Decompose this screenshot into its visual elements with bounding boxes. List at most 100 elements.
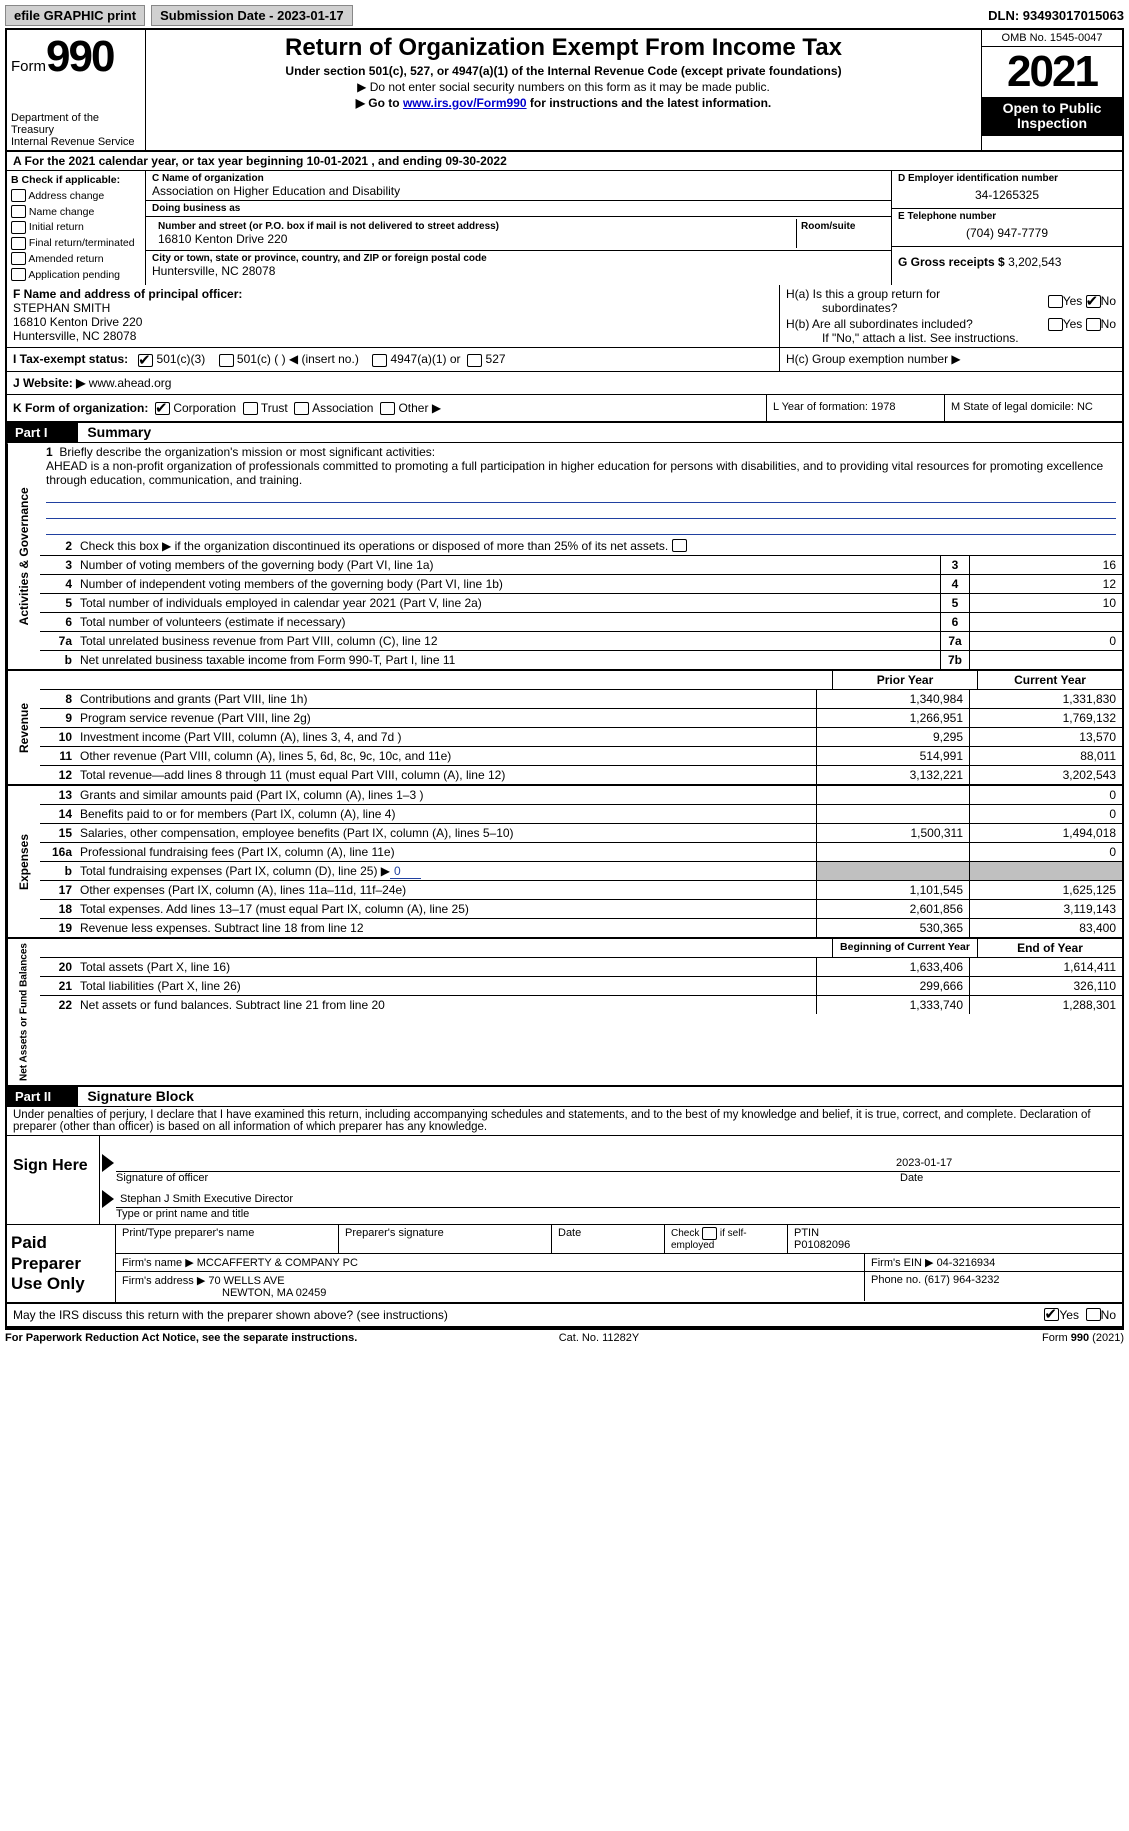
checkbox-final[interactable] bbox=[11, 237, 26, 250]
checkbox-4947[interactable] bbox=[372, 354, 387, 367]
ptin-lbl: PTIN bbox=[794, 1227, 819, 1239]
checkbox-trust[interactable] bbox=[243, 402, 258, 415]
v4: 12 bbox=[969, 575, 1122, 593]
officer-name: STEPHAN SMITH bbox=[13, 301, 110, 315]
lbl-amended: Amended return bbox=[28, 253, 103, 265]
side-activities: Activities & Governance bbox=[7, 443, 40, 669]
pp-date-lbl: Date bbox=[552, 1225, 665, 1253]
hdr-beg: Beginning of Current Year bbox=[832, 939, 977, 957]
c18: 3,119,143 bbox=[969, 900, 1122, 918]
part2-header: Part II Signature Block bbox=[7, 1087, 1122, 1107]
firm-ein-lbl: Firm's EIN ▶ bbox=[871, 1257, 934, 1269]
discuss-text: May the IRS discuss this return with the… bbox=[13, 1308, 1044, 1322]
lbl-officer: F Name and address of principal officer: bbox=[13, 287, 242, 301]
lbl-street: Number and street (or P.O. box if mail i… bbox=[158, 221, 790, 232]
lbl-city: City or town, state or province, country… bbox=[152, 253, 885, 264]
c17: 1,625,125 bbox=[969, 881, 1122, 899]
net-assets-section: Net Assets or Fund Balances Beginning of… bbox=[7, 939, 1122, 1087]
firm-name-lbl: Firm's name ▶ bbox=[122, 1257, 194, 1269]
opt-corp: Corporation bbox=[173, 401, 236, 415]
year-formation: L Year of formation: 1978 bbox=[767, 395, 945, 421]
lbl-pending: Application pending bbox=[28, 269, 120, 281]
c21: 326,110 bbox=[969, 977, 1122, 995]
checkbox-ha-no[interactable] bbox=[1086, 295, 1101, 308]
gross-value: 3,202,543 bbox=[1008, 255, 1061, 269]
opt-other: Other ▶ bbox=[398, 401, 441, 415]
ha-line2: subordinates? bbox=[786, 301, 897, 315]
firm-addr1: 70 WELLS AVE bbox=[208, 1275, 284, 1287]
c11: 88,011 bbox=[969, 747, 1122, 765]
checkbox-assoc[interactable] bbox=[294, 402, 309, 415]
checkbox-name-change[interactable] bbox=[11, 205, 26, 218]
opt-4947: 4947(a)(1) or bbox=[391, 352, 461, 366]
p8: 1,340,984 bbox=[816, 690, 969, 708]
officer-addr2: Huntersville, NC 28078 bbox=[13, 329, 136, 343]
p11: 514,991 bbox=[816, 747, 969, 765]
officer-addr1: 16810 Kenton Drive 220 bbox=[13, 315, 142, 329]
checkbox-addr-change[interactable] bbox=[11, 189, 26, 202]
l15: Salaries, other compensation, employee b… bbox=[76, 824, 816, 842]
checkbox-pending[interactable] bbox=[11, 268, 26, 281]
efile-button[interactable]: efile GRAPHIC print bbox=[5, 5, 145, 26]
expenses-section: Expenses 13Grants and similar amounts pa… bbox=[7, 786, 1122, 939]
l21: Total liabilities (Part X, line 26) bbox=[76, 977, 816, 995]
discuss-no: No bbox=[1101, 1308, 1116, 1322]
checkbox-501c3[interactable] bbox=[138, 354, 153, 367]
checkbox-527[interactable] bbox=[467, 354, 482, 367]
date-lbl: Date bbox=[900, 1172, 1120, 1184]
footer-left: For Paperwork Reduction Act Notice, see … bbox=[5, 1332, 357, 1344]
checkbox-501c[interactable] bbox=[219, 354, 234, 367]
checkbox-l2[interactable] bbox=[672, 539, 687, 552]
l16b: Total fundraising expenses (Part IX, col… bbox=[80, 864, 390, 878]
c13: 0 bbox=[969, 786, 1122, 804]
p13 bbox=[816, 786, 969, 804]
checkbox-hb-yes[interactable] bbox=[1048, 318, 1063, 331]
lbl-no: No bbox=[1101, 294, 1116, 308]
p16a bbox=[816, 843, 969, 861]
l11: Other revenue (Part VIII, column (A), li… bbox=[76, 747, 816, 765]
p19: 530,365 bbox=[816, 919, 969, 937]
l19: Revenue less expenses. Subtract line 18 … bbox=[76, 919, 816, 937]
declaration: Under penalties of perjury, I declare th… bbox=[7, 1107, 1122, 1136]
page-footer: For Paperwork Reduction Act Notice, see … bbox=[5, 1330, 1124, 1346]
l1-text: AHEAD is a non-profit organization of pr… bbox=[46, 459, 1103, 487]
checkbox-corp[interactable] bbox=[155, 402, 170, 415]
l16b-val: 0 bbox=[390, 864, 421, 879]
c15: 1,494,018 bbox=[969, 824, 1122, 842]
l14: Benefits paid to or for members (Part IX… bbox=[76, 805, 816, 823]
l4-text: Number of independent voting members of … bbox=[76, 575, 940, 593]
ptin-val: P01082096 bbox=[794, 1239, 850, 1251]
c19: 83,400 bbox=[969, 919, 1122, 937]
checkbox-hb-no[interactable] bbox=[1086, 318, 1101, 331]
p12: 3,132,221 bbox=[816, 766, 969, 784]
checkbox-other[interactable] bbox=[380, 402, 395, 415]
l18: Total expenses. Add lines 13–17 (must eq… bbox=[76, 900, 816, 918]
checkbox-discuss-yes[interactable] bbox=[1044, 1308, 1059, 1321]
v3: 16 bbox=[969, 556, 1122, 574]
checkbox-ha-yes[interactable] bbox=[1048, 295, 1063, 308]
box-b-title: B Check if applicable: bbox=[11, 174, 120, 186]
checkbox-discuss-no[interactable] bbox=[1086, 1308, 1101, 1321]
discuss-yes: Yes bbox=[1059, 1308, 1079, 1322]
activities-section: Activities & Governance 1 Briefly descri… bbox=[7, 443, 1122, 671]
p14 bbox=[816, 805, 969, 823]
opt-assoc: Association bbox=[312, 401, 373, 415]
firm-phone: (617) 964-3232 bbox=[924, 1274, 999, 1286]
line-klm: K Form of organization: Corporation Trus… bbox=[7, 395, 1122, 423]
checkbox-amended[interactable] bbox=[11, 252, 26, 265]
checkbox-initial[interactable] bbox=[11, 221, 26, 234]
hc-line: H(c) Group exemption number ▶ bbox=[780, 348, 1122, 370]
irs-link[interactable]: www.irs.gov/Form990 bbox=[403, 96, 527, 110]
sign-here-label: Sign Here bbox=[7, 1136, 100, 1224]
opt-527: 527 bbox=[486, 352, 506, 366]
sig-date: 2023-01-17 bbox=[892, 1155, 1120, 1172]
lbl-final: Final return/terminated bbox=[29, 237, 135, 249]
p15: 1,500,311 bbox=[816, 824, 969, 842]
v6 bbox=[969, 613, 1122, 631]
form-label: Form bbox=[11, 58, 46, 75]
omb-number: OMB No. 1545-0047 bbox=[982, 30, 1122, 47]
box-d: D Employer identification number 34-1265… bbox=[891, 171, 1122, 285]
paid-preparer-label: Paid Preparer Use Only bbox=[7, 1225, 116, 1302]
checkbox-self-employed[interactable] bbox=[702, 1227, 717, 1240]
dln: DLN: 93493017015063 bbox=[988, 8, 1124, 23]
